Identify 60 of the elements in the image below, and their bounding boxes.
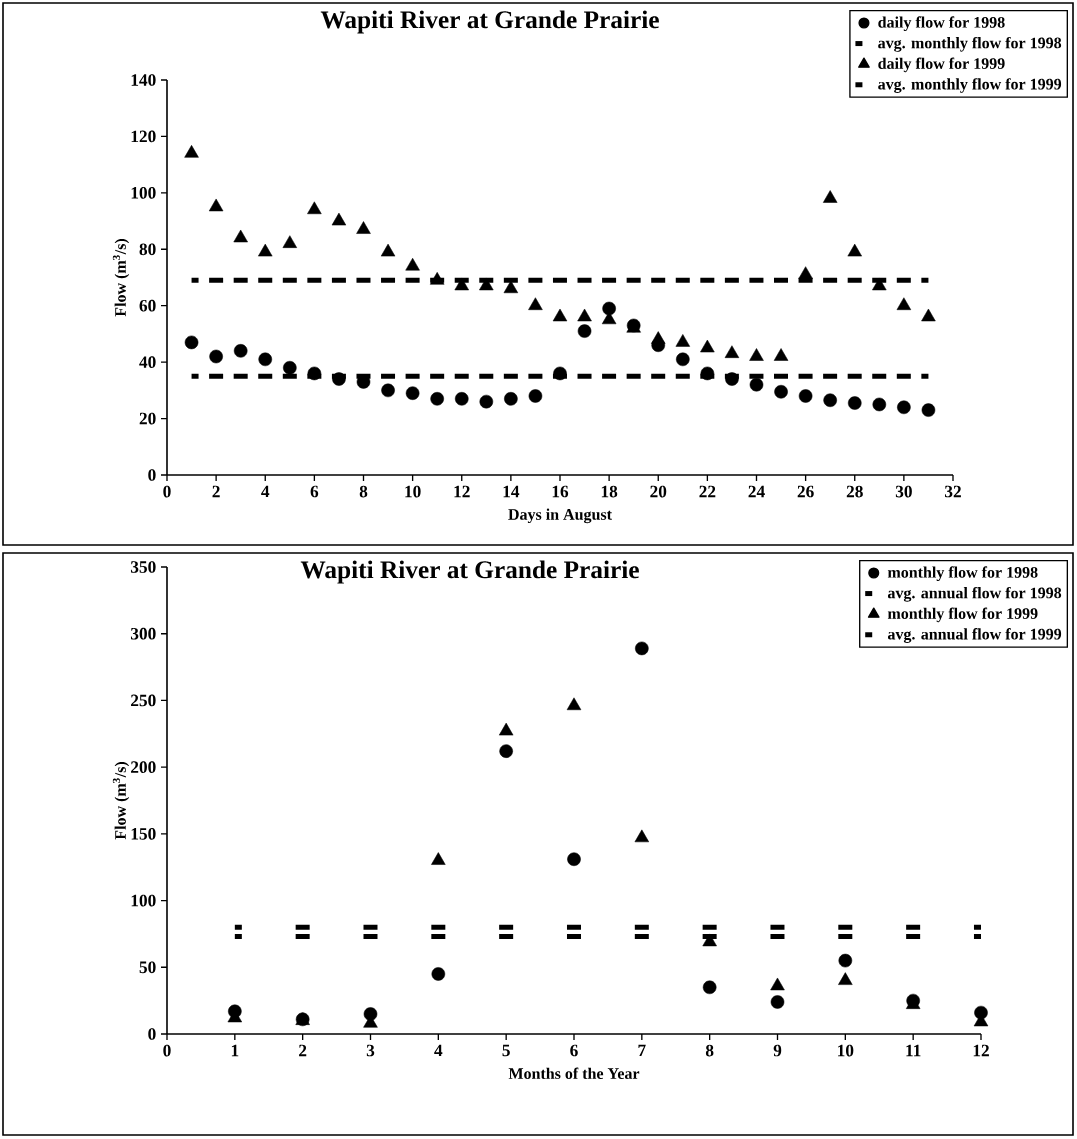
x-tick-label: 18: [601, 485, 618, 498]
x-tick-label: 7: [638, 1044, 646, 1057]
y-tick-label: 150: [131, 828, 156, 840]
y-tick-label: 120: [131, 130, 156, 143]
y-tick-label: 100: [131, 894, 156, 907]
x-tick-label: 3: [366, 1044, 375, 1057]
y-tick-label: 20: [139, 412, 156, 425]
x-tick-label: 26: [797, 485, 814, 498]
x-tick-label: 4: [434, 1044, 443, 1057]
y-tick-label: 60: [139, 299, 156, 312]
x-tick-label: 12: [973, 1044, 989, 1057]
legend-label: avg. annual flow for 1999: [887, 628, 1062, 643]
y-tick-label: 0: [148, 1028, 156, 1040]
x-tick-label: 20: [650, 485, 667, 498]
legend-label: monthly flow for 1998: [887, 566, 1038, 582]
x-tick-label: 28: [846, 485, 863, 498]
y-tick-label: 0: [148, 469, 156, 481]
legend-label: daily flow for 1998: [878, 16, 1005, 32]
x-tick-label: 4: [261, 485, 270, 498]
x-axis-title: Days in August: [508, 508, 612, 524]
x-tick-label: 10: [405, 485, 421, 498]
x-axis-title: Months of the Year: [508, 1067, 640, 1079]
x-tick-label: 0: [163, 485, 171, 498]
x-tick-label: 16: [552, 485, 569, 498]
y-tick-label: 80: [139, 243, 156, 256]
legend-label: daily flow for 1999: [878, 57, 1005, 73]
y-tick-label: 200: [131, 761, 156, 773]
y-axis-title: Flow (m$^{3}$/s): [112, 238, 130, 317]
y-tick-label: 40: [139, 356, 156, 368]
x-tick-label: 9: [773, 1044, 782, 1057]
x-tick-label: 11: [906, 1044, 921, 1057]
x-tick-label: 32: [944, 485, 961, 498]
x-tick-label: 10: [838, 1044, 854, 1057]
legend-label: avg. monthly flow for 1998: [878, 36, 1062, 52]
x-tick-label: 8: [705, 1044, 714, 1057]
x-tick-label: 5: [502, 1044, 510, 1057]
x-tick-label: 1: [231, 1044, 239, 1057]
chart-title: Wapiti River at Grande Prairie: [300, 560, 639, 584]
y-tick-label: 250: [131, 694, 156, 707]
y-tick-label: 140: [131, 74, 156, 86]
y-tick-label: 100: [131, 187, 156, 199]
y-tick-label: 350: [130, 561, 156, 573]
x-tick-label: 8: [359, 485, 368, 498]
x-tick-label: 24: [748, 485, 765, 498]
x-tick-label: 2: [299, 1044, 307, 1057]
y-tick-label: 50: [139, 961, 156, 974]
x-tick-label: 30: [895, 485, 912, 498]
y-axis-title: Flow (m$^{3}$/s): [112, 761, 130, 840]
legend-label: monthly flow for 1999: [887, 607, 1038, 623]
x-tick-label: 2: [212, 485, 220, 498]
legend-label: avg. monthly flow for 1999: [878, 78, 1062, 93]
x-tick-label: 22: [699, 485, 716, 498]
x-tick-label: 0: [163, 1044, 171, 1057]
y-tick-label: 300: [130, 627, 156, 640]
x-tick-label: 6: [310, 485, 319, 498]
legend-label: avg. annual flow for 1998: [887, 586, 1062, 602]
x-tick-label: 6: [570, 1044, 578, 1057]
x-tick-label: 14: [503, 485, 520, 498]
chart-title: Wapiti River at Grande Prairie: [320, 10, 659, 34]
x-tick-label: 12: [454, 485, 470, 498]
